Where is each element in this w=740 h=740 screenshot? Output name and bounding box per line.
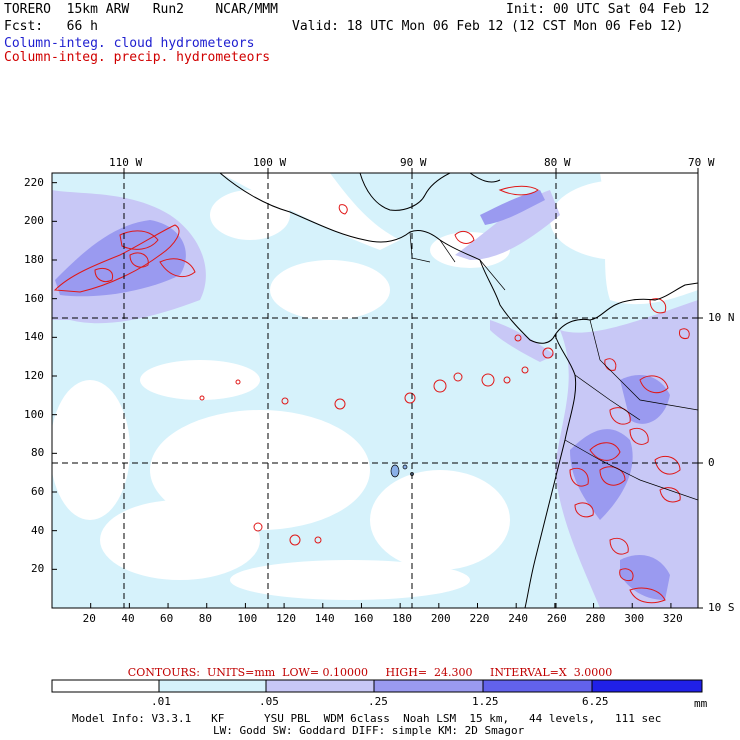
clear-regions — [52, 180, 690, 600]
x-tick-label: 260 — [546, 612, 567, 625]
colorbar-bin-0 — [51, 679, 160, 693]
colorbar — [51, 679, 703, 693]
x-tick-label: 40 — [121, 612, 135, 625]
valid-time: Valid: 18 UTC Mon 06 Feb 12 (12 CST Mon … — [292, 19, 684, 34]
y-tick-label: 140 — [24, 330, 44, 344]
x-tick-label: 280 — [585, 612, 606, 625]
lat-label-10n: 10 N — [708, 311, 735, 324]
y-tick-label: 40 — [31, 523, 45, 537]
x-tick-label: 180 — [392, 612, 413, 625]
colorbar-bin-5 — [591, 679, 703, 693]
coastlines — [219, 173, 698, 608]
y-tick-label: 220 — [24, 175, 44, 189]
x-tick-label: 300 — [624, 612, 645, 625]
y-tick-label: 60 — [31, 485, 45, 498]
x-tick-label: 140 — [314, 612, 335, 625]
x-tick-label: 60 — [160, 612, 174, 625]
x-tick-label: 20 — [82, 612, 96, 625]
x-tick-marks — [90, 603, 672, 608]
colorbar-label-025: .25 — [368, 695, 388, 708]
y-tick-label: 20 — [31, 562, 45, 576]
lat-label-10s: 10 S — [708, 601, 735, 614]
model-title: TORERO 15km ARW Run2 NCAR/MMM — [4, 2, 278, 17]
x-tick-label: 160 — [353, 612, 374, 625]
colorbar-bin-2 — [265, 679, 375, 693]
colorbar-label-125: 1.25 — [472, 695, 499, 708]
init-time: Init: 00 UTC Sat 04 Feb 12 — [506, 2, 710, 17]
model-info: Model Info: V3.3.1 KF YSU PBL WDM 6class… — [72, 712, 662, 725]
forecast-hour: Fcst: 66 h — [4, 19, 98, 34]
x-tick-label: 100 — [237, 612, 258, 625]
x-tick-label: 80 — [198, 612, 212, 625]
x-tick-label: 220 — [469, 612, 490, 625]
y-tick-label: 200 — [24, 214, 44, 228]
colorbar-label-001: .01 — [151, 695, 171, 708]
y-tick-label: 160 — [24, 291, 44, 305]
x-tick-label: 240 — [508, 612, 529, 625]
colorbar-label-625: 6.25 — [582, 695, 609, 708]
colorbar-units: mm — [694, 697, 708, 710]
contour-info: CONTOURS: UNITS=mm LOW= 0.10000 HIGH= 24… — [127, 666, 613, 679]
lon-label-90w: 90 W — [400, 156, 427, 169]
field-label-precip: Column-integ. precip. hydrometeors — [4, 50, 271, 65]
lat-tick-marks — [698, 317, 703, 609]
y-tick-label: 120 — [24, 369, 44, 382]
galapagos-islands — [390, 464, 414, 478]
map-frame — [51, 172, 699, 609]
lon-tick-marks — [123, 168, 699, 173]
map-field — [52, 173, 698, 608]
x-tick-label: 200 — [430, 612, 451, 625]
y-tick-label: 100 — [24, 407, 44, 421]
colorbar-label-005: .05 — [259, 695, 279, 708]
borders — [409, 231, 698, 501]
field-label-cloud: Column-integ. cloud hydrometeors — [4, 36, 255, 51]
colorbar-bin-3 — [373, 679, 484, 693]
lon-label-110w: 110 W — [109, 156, 143, 169]
land-clear — [220, 173, 698, 305]
lon-label-70w: 70 W — [688, 156, 715, 169]
y-tick-label: 180 — [24, 253, 44, 266]
colorbar-bin-4 — [482, 679, 593, 693]
latlon-grid — [52, 173, 698, 608]
y-tick-marks — [52, 182, 57, 570]
cloud-shade-dark — [55, 190, 670, 600]
x-tick-label: 320 — [662, 612, 683, 625]
lon-label-100w: 100 W — [253, 156, 287, 169]
lon-label-80w: 80 W — [544, 156, 571, 169]
y-tick-label: 80 — [31, 446, 45, 460]
precip-contours — [53, 185, 690, 604]
colorbar-bin-1 — [158, 679, 267, 693]
x-tick-label: 120 — [276, 612, 296, 625]
lat-label-0: 0 — [708, 456, 715, 469]
physics-info: LW: Godd SW: Goddard DIFF: simple KM: 2D… — [213, 724, 525, 737]
